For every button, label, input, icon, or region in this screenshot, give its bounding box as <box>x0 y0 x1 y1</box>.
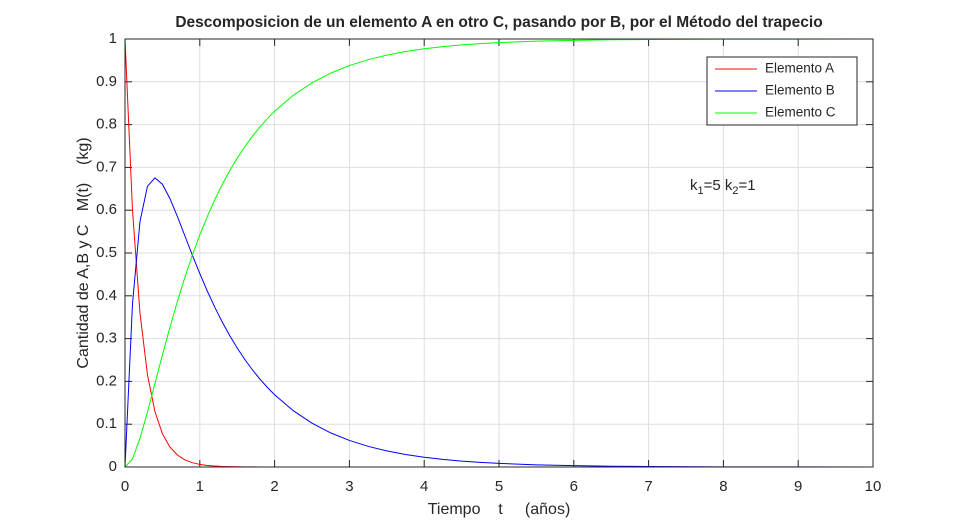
x-tick-label: 0 <box>121 478 129 495</box>
y-tick-label: 0.9 <box>96 73 117 90</box>
legend-label: Elemento B <box>765 83 835 98</box>
y-tick-label: 0.5 <box>96 244 117 261</box>
x-tick-label: 8 <box>719 478 727 495</box>
chart-title: Descomposicion de un elemento A en otro … <box>175 14 822 31</box>
x-tick-label: 7 <box>644 478 652 495</box>
x-tick-label: 10 <box>865 478 882 495</box>
annotation-part: 2 <box>732 185 738 197</box>
annotation: k1=5 k2=1 <box>690 177 756 197</box>
x-tick-label: 3 <box>345 478 353 495</box>
x-tick-label: 2 <box>270 478 278 495</box>
x-tick-label: 5 <box>495 478 503 495</box>
y-tick-label: 0 <box>109 458 117 475</box>
y-tick-label: 0.1 <box>96 415 117 432</box>
y-tick-label: 0.8 <box>96 116 117 133</box>
legend-label: Elemento C <box>765 105 836 120</box>
annotation-part: =1 <box>739 177 756 194</box>
y-axis-label: Cantidad de A,B y C M(t) (kg) <box>75 137 92 368</box>
y-tick-label: 0.2 <box>96 372 117 389</box>
x-tick-label: 4 <box>420 478 428 495</box>
y-tick-label: 0.6 <box>96 201 117 218</box>
y-tick-label: 0.7 <box>96 158 117 175</box>
annotation-part: k <box>690 177 698 194</box>
data-line <box>124 177 874 468</box>
y-tick-label: 1 <box>109 30 117 47</box>
data-line <box>124 38 874 468</box>
x-tick-label: 9 <box>794 478 802 495</box>
y-tick-label: 0.4 <box>96 287 117 304</box>
x-tick-label: 6 <box>570 478 578 495</box>
x-tick-label: 1 <box>196 478 204 495</box>
legend-label: Elemento A <box>765 61 834 76</box>
axes-box <box>124 38 874 468</box>
annotation-part: =5 k <box>704 177 733 194</box>
x-axis-label: Tiempo t (años) <box>428 501 571 518</box>
annotation-part: 1 <box>698 185 704 197</box>
y-tick-label: 0.3 <box>96 330 117 347</box>
